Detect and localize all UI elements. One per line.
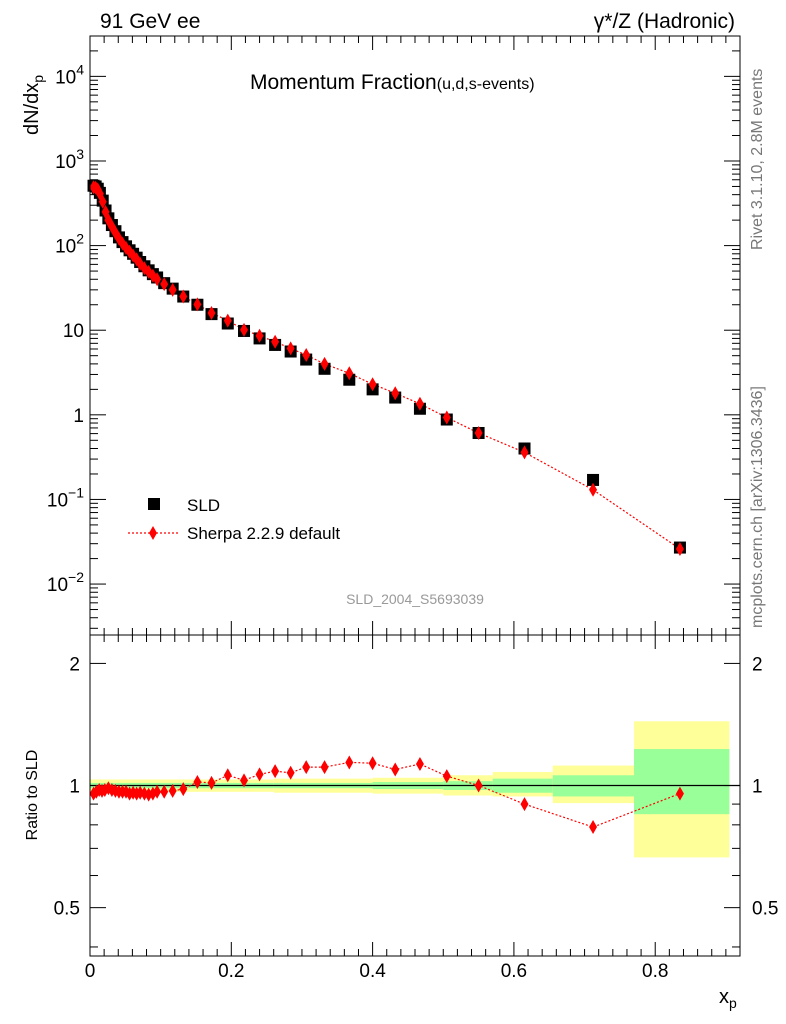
ratio-mc-point — [589, 820, 598, 835]
ratio-mc-point — [286, 765, 295, 780]
mc-point — [255, 328, 264, 343]
header-right: γ*/Z (Hadronic) — [594, 10, 735, 33]
mc-point — [168, 282, 177, 297]
x-axis-label-main: x — [719, 986, 729, 1008]
data-point — [587, 473, 600, 486]
legend-mc-marker — [149, 526, 157, 540]
legend-data-marker — [148, 498, 160, 510]
y-tick-label: 1 — [73, 406, 84, 427]
ratio-band-inner — [634, 749, 730, 815]
ratio-mc-point — [179, 782, 188, 797]
x-axis-label: xp — [719, 986, 737, 1011]
x-axis-label-sub: p — [729, 995, 737, 1011]
side-text-rivet: Rivet 3.1.10, 2.8M events — [749, 69, 766, 250]
legend-mc-label: Sherpa 2.2.9 default — [187, 524, 340, 543]
x-tick-label: 0 — [85, 961, 96, 982]
legend: SLD Sherpa 2.2.9 default — [128, 496, 340, 543]
ratio-mc-point — [520, 797, 529, 812]
mc-point — [302, 347, 311, 362]
mc-point — [368, 377, 377, 392]
ratio-mc-point — [160, 784, 169, 799]
mc-point — [391, 386, 400, 401]
x-tick-label: 0.6 — [501, 961, 527, 982]
ratio-y-tick-label-right: 1 — [752, 777, 763, 798]
ratio-y-tick-label-left: 2 — [69, 654, 80, 675]
x-tick-label: 0.4 — [359, 961, 386, 982]
x-tick-label: 0.2 — [218, 961, 244, 982]
y-axis-label-top: dN/dxp — [21, 75, 46, 135]
ratio-plot-marks — [89, 755, 684, 835]
mc-point — [271, 334, 280, 349]
ratio-y-tick-label-left: 0.5 — [54, 899, 80, 920]
mc-point — [474, 425, 483, 440]
mc-point — [675, 541, 684, 556]
legend-data-label: SLD — [187, 496, 220, 515]
ratio-mc-point — [168, 783, 177, 798]
ratio-y-tick-label-left: 1 — [69, 777, 80, 798]
ratio-mc-point — [207, 775, 216, 790]
ratio-mc-point — [255, 767, 264, 782]
ratio-y-tick-label-right: 0.5 — [752, 899, 778, 920]
chart-title-main: Momentum Fraction — [250, 71, 437, 94]
mc-point — [160, 277, 169, 292]
ratio-mc-point — [368, 756, 377, 771]
main-plot-marks — [87, 179, 686, 556]
mc-point — [207, 305, 216, 320]
y-tick-label: 10−2 — [47, 569, 84, 596]
mc-point — [415, 396, 424, 411]
mc-point — [345, 366, 354, 381]
mc-point — [286, 341, 295, 356]
ratio-panel-frame — [89, 634, 741, 957]
ratio-mc-point — [240, 773, 249, 788]
y-axis-label-main: dN/dx — [21, 83, 43, 135]
ratio-mc-point — [442, 769, 451, 784]
side-text-mcplots: mcplots.cern.ch [arXiv:1306.3436] — [749, 386, 766, 628]
ratio-mc-point — [474, 778, 483, 793]
y-tick-label: 103 — [55, 146, 84, 173]
mc-point — [179, 289, 188, 304]
mc-point — [193, 297, 202, 312]
mc-point — [153, 272, 162, 287]
top-panel-frame — [89, 35, 741, 636]
mc-point — [240, 322, 249, 337]
ratio-mc-point — [193, 775, 202, 790]
mc-point — [223, 313, 232, 328]
y-axis-label-ratio: Ratio to SLD — [24, 750, 41, 841]
ratio-mc-point — [391, 762, 400, 777]
mc-point — [520, 445, 529, 460]
mc-point — [442, 410, 451, 425]
chart-title: Momentum Fraction(u,d,s-events) — [250, 71, 535, 94]
ratio-mc-point — [675, 786, 684, 801]
y-axis-label-sub: p — [30, 75, 46, 83]
y-tick-label: 104 — [55, 61, 84, 88]
ratio-mc-point — [345, 755, 354, 770]
mc-point — [98, 194, 107, 209]
mc-point — [320, 356, 329, 371]
ratio-uncertainty-bands — [90, 721, 740, 858]
y-tick-label: 102 — [55, 231, 84, 258]
ratio-y-tick-label-right: 2 — [752, 654, 763, 675]
watermark: SLD_2004_S5693039 — [346, 591, 484, 607]
y-tick-label: 10−1 — [47, 484, 84, 511]
ratio-mc-point — [153, 784, 162, 799]
ratio-mc-point — [302, 760, 311, 775]
ratio-mc-point — [415, 756, 424, 771]
chart-subtitle: (u,d,s-events) — [437, 76, 535, 93]
mc-point — [589, 482, 598, 497]
ratio-mc-point — [271, 764, 280, 779]
header-left: 91 GeV ee — [100, 10, 200, 33]
x-tick-label: 0.8 — [642, 961, 668, 982]
ratio-mc-point — [320, 760, 329, 775]
ratio-mc-point — [223, 768, 232, 783]
y-tick-label: 10 — [63, 321, 84, 342]
